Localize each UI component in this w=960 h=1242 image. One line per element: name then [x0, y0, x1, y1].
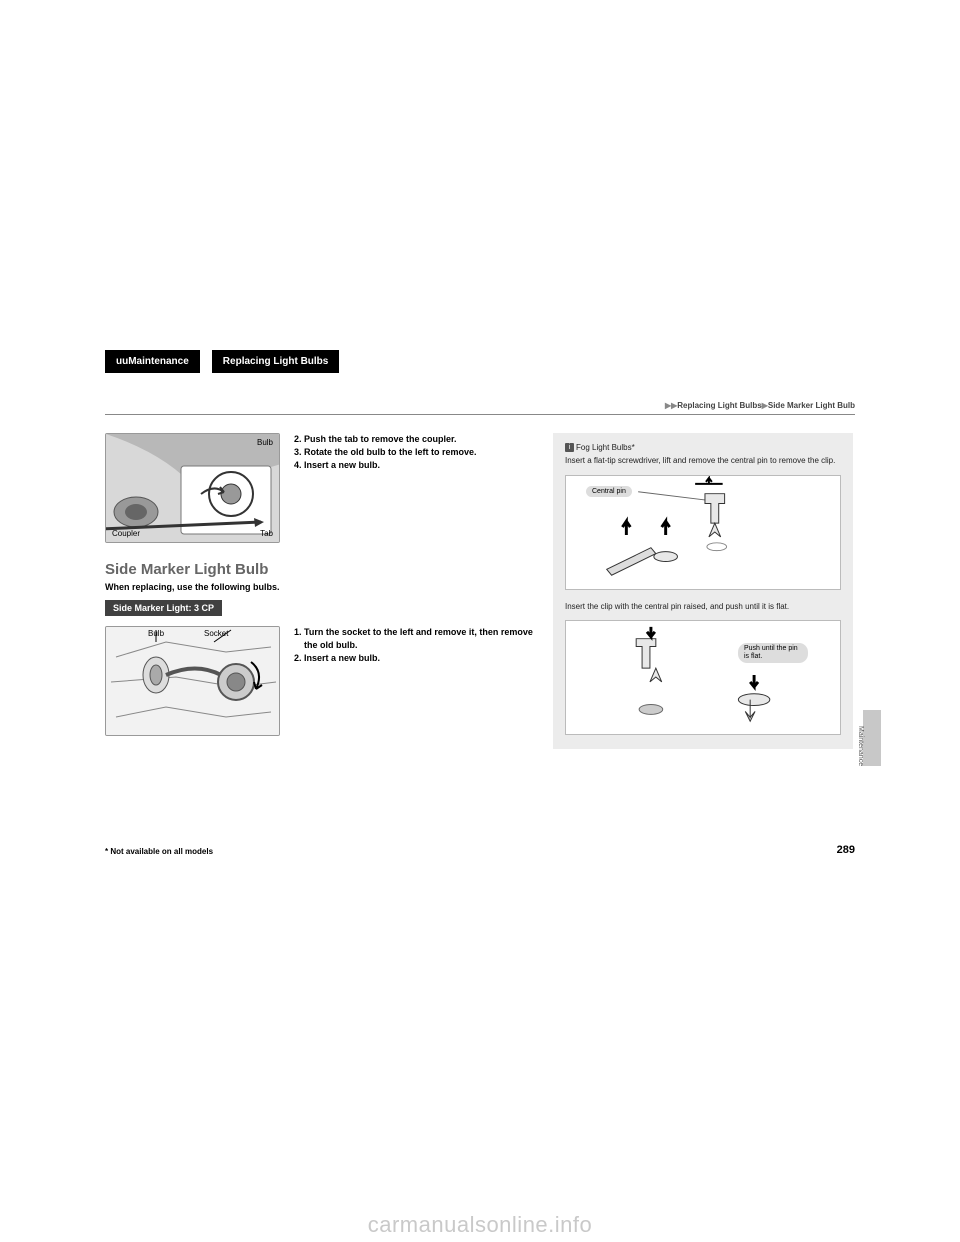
info-icon: i [565, 443, 574, 452]
breadcrumb-arrow-icon: ▶▶ [665, 401, 677, 410]
fog-steps: 2. Push the tab to remove the coupler. 3… [294, 433, 535, 543]
tab-maintenance: uuMaintenance [105, 350, 200, 373]
fog-step: 2. Push the tab to remove the coupler. [294, 433, 535, 446]
watermark: carmanualsonline.info [368, 1212, 593, 1238]
page-number: 289 [837, 844, 855, 856]
sm-label-bulb: Bulb [148, 629, 164, 638]
sidemarker-figure: Bulb Socket [105, 626, 280, 736]
fog-label-coupler: Coupler [112, 529, 140, 538]
sidemarker-figure-svg [106, 627, 280, 736]
section-sub: When replacing, use the following bulbs. [105, 582, 535, 592]
sm-step: 2. Insert a new bulb. [294, 652, 535, 665]
clip-insert-svg [566, 621, 840, 734]
side-tab [863, 710, 881, 766]
spec-box: Side Marker Light: 3 CP [105, 600, 222, 616]
tab-replacing: Replacing Light Bulbs [212, 350, 340, 373]
clip-remove-diagram: Central pin [565, 475, 841, 590]
clip-insert-diagram: Push until the pin is flat. [565, 620, 841, 735]
breadcrumb-section: Replacing Light Bulbs [677, 401, 761, 410]
fog-label-tab: Tab [260, 529, 273, 538]
sidebox-title: iFog Light Bulbs* [565, 443, 841, 452]
divider [105, 414, 855, 415]
top-tabs: uuMaintenance Replacing Light Bulbs [105, 350, 855, 373]
sidebox-p2: Insert the clip with the central pin rai… [565, 602, 841, 612]
sidebox-p1: Insert a flat-tip screwdriver, lift and … [565, 456, 841, 466]
fog-figure: Bulb Coupler Tab [105, 433, 280, 543]
breadcrumb-sub: Side Marker Light Bulb [768, 401, 855, 410]
fog-figure-svg [106, 434, 280, 543]
fog-step: 4. Insert a new bulb. [294, 459, 535, 472]
section-title: Side Marker Light Bulb [105, 561, 535, 578]
sidebox: iFog Light Bulbs* Insert a flat-tip scre… [553, 433, 853, 749]
fog-step: 3. Rotate the old bulb to the left to re… [294, 446, 535, 459]
sm-label-socket: Socket [204, 629, 228, 638]
footnote: * Not available on all models [105, 847, 213, 856]
breadcrumb: ▶▶Replacing Light Bulbs▶Side Marker Ligh… [105, 401, 855, 410]
sidemarker-steps: 1.Turn the socket to the left and remove… [294, 626, 535, 736]
clip-remove-svg [566, 476, 840, 589]
fog-label-bulb: Bulb [257, 438, 273, 447]
sm-step: Turn the socket to the left and remove i… [304, 626, 535, 652]
side-tab-text: Maintenance [857, 726, 864, 766]
